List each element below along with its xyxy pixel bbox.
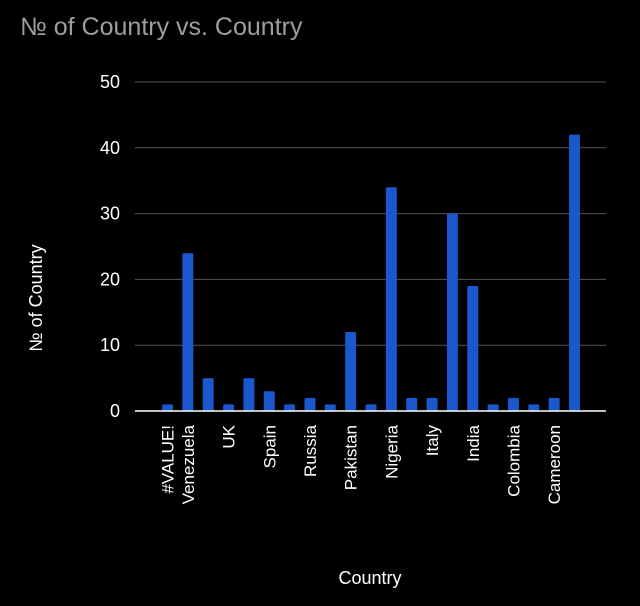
bar [324,404,336,411]
bar [162,404,173,411]
chart-title: № of Country vs. Country [20,13,303,41]
bar [263,391,275,411]
bar [528,404,540,411]
bar [406,397,418,411]
bar [202,378,214,411]
bar [548,397,560,411]
bar [345,332,357,411]
x-axis-label: Country [338,568,401,588]
x-tick-label: #VALUE! [159,425,178,494]
y-tick-label: 30 [100,204,120,224]
y-tick-label: 10 [100,335,120,355]
x-tick-label: India [464,424,483,461]
x-tick-label: Pakistan [342,425,361,490]
y-tick-label: 0 [110,401,120,421]
bars [162,134,580,411]
bar [507,397,519,411]
x-tick-label: Spain [260,425,279,468]
y-tick-label: 40 [100,138,120,158]
y-tick-label: 50 [100,72,120,92]
bar [385,187,397,411]
bar [569,134,580,411]
x-tick-label: Italy [423,425,442,457]
x-tick-labels: #VALUE! Venezuela UK Spain Russia Pakistan Nig… [159,424,565,504]
gridlines [135,81,606,346]
bar [243,378,255,411]
bar [426,397,438,411]
bar [365,404,377,411]
bar [304,397,316,411]
y-tick-label: 20 [100,269,120,289]
y-tick-labels: 0 10 20 30 40 50 [100,72,120,421]
bar [223,404,235,411]
x-tick-label: Russia [301,424,320,477]
bar [446,213,458,411]
x-tick-label: Cameroon [545,425,564,504]
bar [284,404,296,411]
x-tick-label: UK [220,424,239,448]
bar [487,404,499,411]
x-tick-label: Colombia [504,424,523,496]
bar [182,253,194,411]
x-tick-label: Nigeria [382,424,401,478]
bar [467,285,479,411]
x-tick-label: Venezuela [179,424,198,504]
y-axis-label: № of Country [26,244,46,351]
